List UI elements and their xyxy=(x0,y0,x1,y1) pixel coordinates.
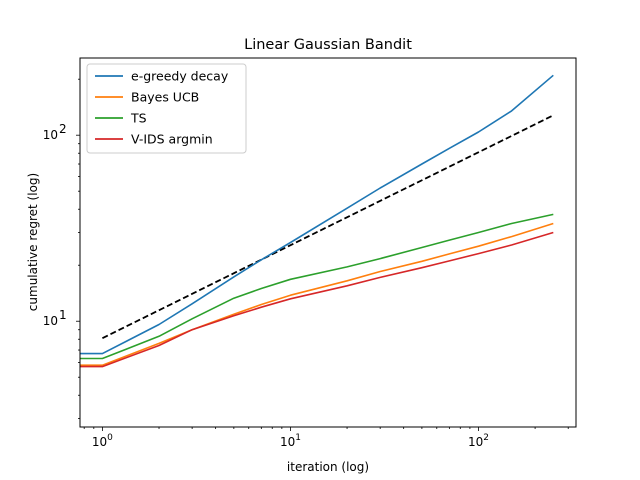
reference-dashed-line xyxy=(102,114,554,340)
x-tick-label: 102 xyxy=(468,433,489,449)
legend-label-1: Bayes UCB xyxy=(131,90,199,105)
legend: e-greedy decay Bayes UCB TS V-IDS argmin xyxy=(86,63,247,154)
plot-area xyxy=(80,74,554,368)
legend-label-2: TS xyxy=(130,111,147,126)
y-axis-label: cumulative regret (log) xyxy=(26,173,40,311)
series-line-0 xyxy=(80,74,554,355)
series-line-3 xyxy=(80,231,554,368)
chart-title: Linear Gaussian Bandit xyxy=(244,37,412,53)
legend-label-0: e-greedy decay xyxy=(131,69,229,84)
x-axis-label: iteration (log) xyxy=(287,460,369,474)
series-line-2 xyxy=(80,213,554,360)
x-tick-label: 101 xyxy=(280,433,301,449)
series-lines xyxy=(80,74,554,368)
y-tick-exponent: 2 xyxy=(59,122,67,136)
y-tick-label: 10 xyxy=(43,128,58,142)
y-tick-exponent: 1 xyxy=(59,308,67,322)
series-line-1 xyxy=(80,222,554,367)
legend-label-3: V-IDS argmin xyxy=(131,132,213,147)
axes-frame xyxy=(79,57,577,428)
x-tick-label: 100 xyxy=(92,433,113,449)
x-axis-ticks: 100 101 102 xyxy=(83,427,569,449)
legend-frame xyxy=(86,63,247,154)
y-tick-label: 10 xyxy=(43,314,58,328)
